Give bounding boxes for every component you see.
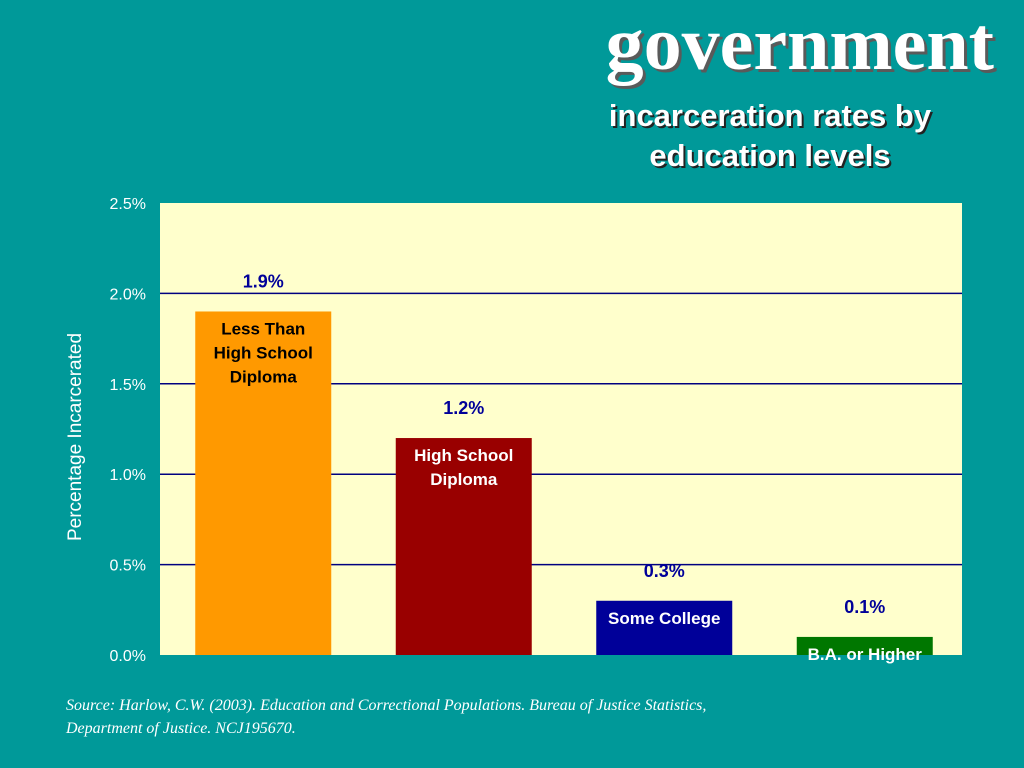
category-label: High School: [214, 343, 313, 362]
category-label: Diploma: [430, 470, 498, 489]
source-line: Source: Harlow, C.W. (2003). Education a…: [66, 697, 707, 714]
slide-title: government: [605, 2, 994, 86]
category-label: Some College: [608, 609, 720, 628]
category-label: High School: [414, 446, 513, 465]
data-label: 0.3%: [644, 561, 685, 581]
source-citation: Source: Harlow, C.W. (2003). Education a…: [66, 694, 966, 740]
bar: [796, 636, 933, 655]
bar: [596, 600, 733, 655]
category-label: B.A. or Higher: [808, 645, 923, 664]
data-label: 0.1%: [844, 597, 885, 617]
category-label: Diploma: [230, 367, 298, 386]
bar-chart: 0.0% 0.5% 1.0% 1.5% 2.0% 2.5% Percentage Incar…: [65, 196, 962, 665]
y-axis-title: Percentage Incarcerated: [65, 333, 86, 541]
bar: [395, 438, 532, 655]
bar: [195, 311, 332, 655]
data-label: 1.2%: [443, 398, 484, 418]
y-tick-label: 0.0%: [110, 648, 146, 665]
y-tick-label: 2.5%: [110, 196, 146, 213]
y-tick-label: 1.5%: [110, 377, 146, 394]
slide-subtitle: incarceration rates by education levels: [560, 96, 980, 176]
subtitle-line: education levels: [649, 138, 891, 173]
source-line: Department of Justice. NCJ195670.: [66, 720, 296, 737]
category-label: Less Than: [221, 319, 305, 338]
subtitle-line: incarceration rates by: [608, 98, 932, 133]
y-tick-label: 1.0%: [110, 467, 146, 484]
y-tick-label: 2.0%: [110, 286, 146, 303]
data-label: 1.9%: [243, 271, 284, 291]
y-tick-label: 0.5%: [110, 558, 146, 575]
